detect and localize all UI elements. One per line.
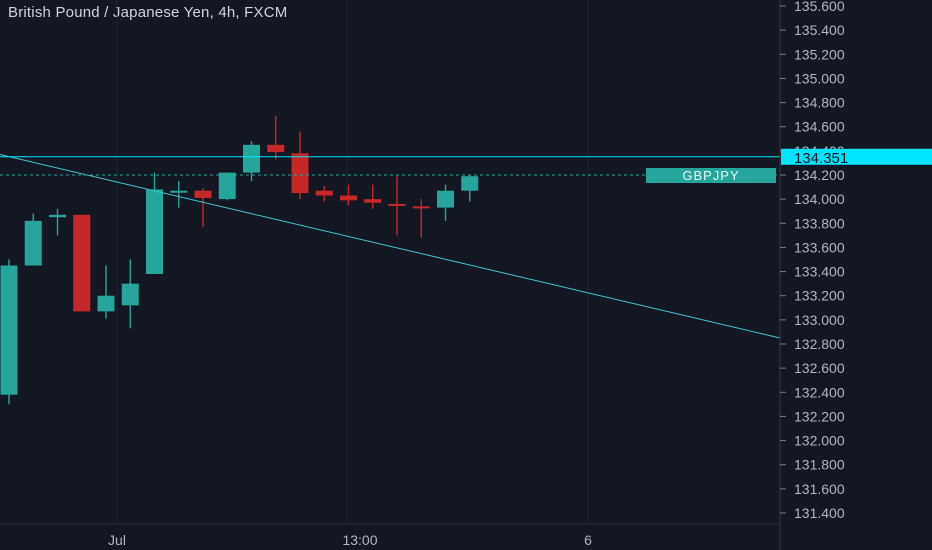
symbol-label: GBPJPY	[682, 168, 739, 183]
y-tick-label: 131.600	[794, 481, 845, 497]
x-tick-label: 13:00	[342, 532, 377, 548]
candle-body	[315, 190, 333, 196]
candle	[267, 115, 285, 160]
candle-body	[340, 195, 357, 201]
candle	[291, 131, 309, 200]
candle	[0, 259, 18, 405]
candle-body	[97, 295, 115, 312]
candle	[170, 181, 188, 208]
candle	[24, 213, 42, 266]
price-labels: GBPJPY 134.351	[646, 148, 932, 183]
candle-body	[170, 190, 188, 193]
candle	[121, 259, 139, 329]
price-axis[interactable]: 135.600 135.400 135.200 135.000 134.800 134.6…	[779, 0, 845, 550]
y-tick-label: 133.400	[794, 264, 845, 280]
y-tick-label: 131.800	[794, 457, 845, 473]
time-axis[interactable]: Jul 13:00 6	[0, 523, 780, 548]
y-tick-label: 135.200	[794, 46, 845, 62]
candle	[412, 199, 430, 238]
candle	[461, 175, 479, 202]
candle	[194, 188, 212, 227]
y-tick-label: 135.400	[794, 22, 845, 38]
candle-body	[291, 153, 309, 194]
candle-body	[243, 144, 260, 173]
y-tick-label: 134.000	[794, 191, 845, 207]
x-tick-label: 6	[584, 532, 592, 548]
candle-body	[194, 190, 212, 198]
current-price-tag	[781, 148, 932, 165]
candle-body	[121, 283, 139, 306]
candle-body	[437, 190, 454, 208]
candle	[340, 184, 357, 206]
candle-body	[388, 203, 406, 206]
grid-lines	[116, 0, 589, 524]
candle	[364, 184, 382, 209]
y-tick-label: 134.800	[794, 95, 845, 111]
candle-body	[461, 176, 479, 191]
candle	[315, 185, 333, 202]
candle	[388, 176, 406, 236]
chart-title: British Pound / Japanese Yen, 4h, FXCM	[8, 4, 288, 21]
candle-body	[364, 199, 382, 203]
y-tick-label: 135.000	[794, 70, 845, 86]
candle-body	[49, 214, 66, 218]
y-tick-label: 133.600	[794, 239, 845, 255]
candle-body	[24, 220, 42, 266]
y-tick-label: 135.600	[794, 0, 845, 14]
candle	[97, 265, 115, 319]
candle-body	[412, 206, 430, 209]
y-tick-label: 133.800	[794, 215, 845, 231]
candle	[218, 172, 236, 201]
y-tick-label: 132.200	[794, 408, 845, 424]
y-tick-label: 132.400	[794, 384, 845, 400]
current-price-label: 134.351	[794, 150, 848, 167]
y-tick-label: 132.000	[794, 433, 845, 449]
y-tick-label: 132.600	[794, 360, 845, 376]
candle-body	[0, 265, 18, 395]
x-tick-label: Jul	[108, 532, 126, 548]
candle	[73, 214, 91, 312]
symbol-tag	[646, 168, 776, 183]
candle	[146, 172, 163, 274]
trendline[interactable]	[0, 153, 781, 339]
candle	[243, 141, 260, 182]
candle-body	[73, 214, 91, 312]
y-tick-label: 132.800	[794, 336, 845, 352]
candle	[437, 184, 454, 221]
candle-body	[267, 144, 285, 153]
candle-body	[146, 189, 163, 274]
y-tick-label: 134.600	[794, 119, 845, 135]
y-tick-label: 134.200	[794, 167, 845, 183]
y-tick-label: 131.400	[794, 505, 845, 521]
y-tick-label: 133.200	[794, 288, 845, 304]
candle-body	[218, 172, 236, 200]
y-tick-label: 133.000	[794, 312, 845, 328]
candle	[49, 208, 66, 236]
candles	[0, 115, 479, 405]
